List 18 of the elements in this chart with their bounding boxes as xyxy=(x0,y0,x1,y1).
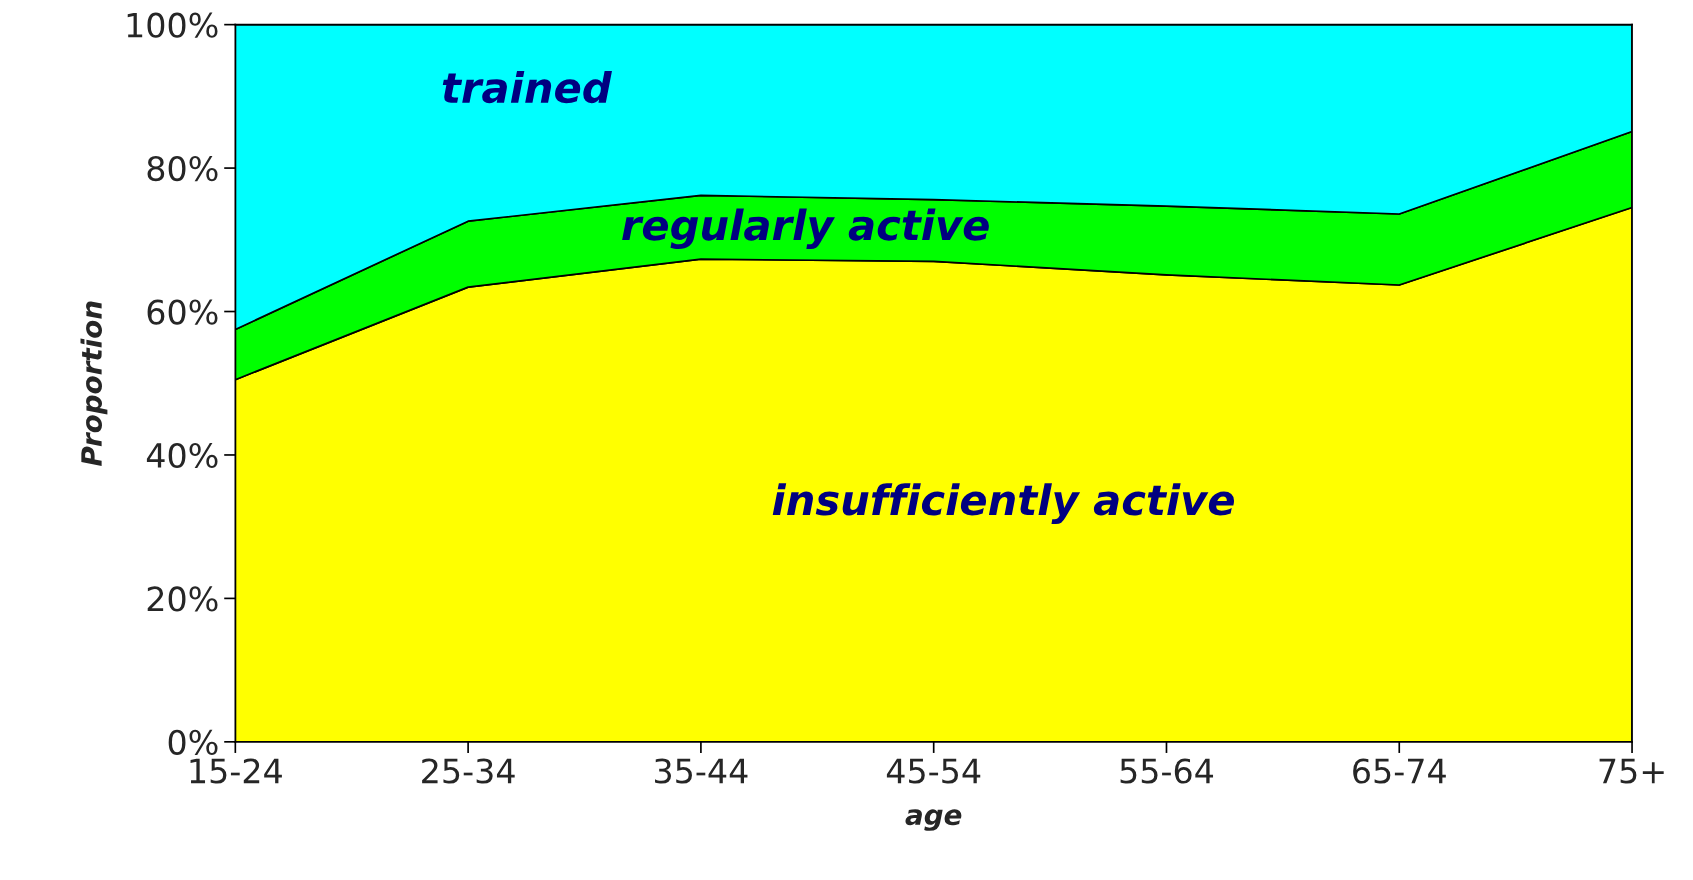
series-label: regularly active xyxy=(622,208,989,250)
series-label: trained xyxy=(442,71,612,104)
y-tick-label: 100% xyxy=(127,12,218,38)
x-tick-label: 15-24 xyxy=(190,758,282,784)
x-tick-label: 75+ xyxy=(1599,758,1664,784)
y-tick-label: 0% xyxy=(168,729,218,755)
x-tick-label: 45-54 xyxy=(886,758,981,784)
y-tick-label: 40% xyxy=(146,442,218,469)
x-tick-label: 55-64 xyxy=(1120,758,1214,784)
y-tick-label: 60% xyxy=(147,299,218,325)
y-tick-label: 20% xyxy=(147,586,218,612)
x-tick-label: 25-34 xyxy=(422,758,515,784)
x-tick-label: 35-44 xyxy=(655,758,748,784)
x-axis-title: age xyxy=(905,809,962,831)
x-tick-label: 65-74 xyxy=(1353,758,1446,784)
y-axis-title: Proportion xyxy=(80,301,108,466)
series-label: insufficiently active xyxy=(772,483,1235,524)
y-tick-label: 80% xyxy=(147,156,218,182)
